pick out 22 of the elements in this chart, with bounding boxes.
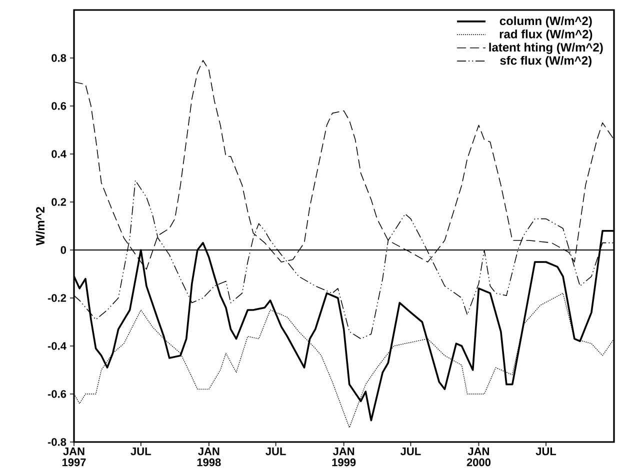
x-tick-label: JUL [130, 448, 151, 456]
y-tick-label: 0.8 [52, 54, 66, 62]
y-tick-label: -0.2 [48, 294, 66, 302]
x-tick-label: JUL [266, 448, 286, 456]
y-tick-label: -0.8 [48, 438, 66, 446]
y-tick-label: 0.4 [52, 150, 66, 158]
y-tick-label: -0.4 [48, 342, 66, 350]
x-tick-label: JAN 1998 [197, 448, 221, 466]
legend-label: latent hting (W/m^2) [489, 42, 603, 54]
y-tick-label: -0.6 [48, 390, 66, 398]
y-tick-label: 0.2 [52, 198, 66, 206]
legend-label: sfc flux (W/m^2) [500, 56, 592, 68]
x-tick-label: JUL [400, 448, 421, 456]
x-tick-label: JAN 1997 [62, 448, 86, 466]
y-tick-label: 0.6 [52, 102, 66, 110]
x-tick-label: JAN 1999 [332, 448, 356, 466]
x-tick-label: JUL [536, 448, 556, 456]
y-axis-title: W/m^2 [36, 206, 45, 246]
y-tick-label: 0 [60, 246, 66, 254]
x-tick-label: JAN 2000 [466, 448, 490, 466]
legend-label: column (W/m^2) [500, 16, 592, 28]
legend-label: rad flux (W/m^2) [500, 30, 592, 41]
